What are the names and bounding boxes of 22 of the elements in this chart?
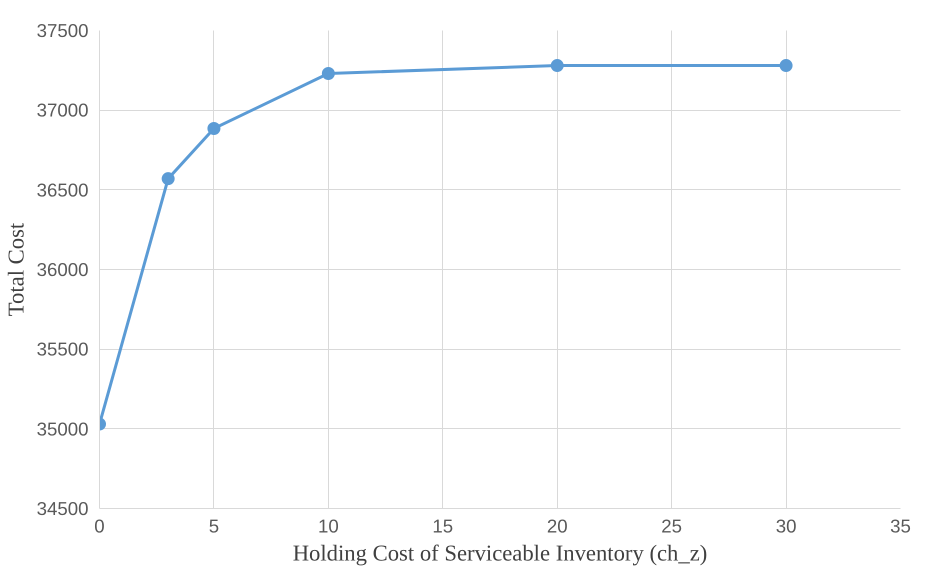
point (207, 122, 220, 135)
x-tick-label: 5 (208, 516, 220, 536)
y-axis-title: Total Cost (4, 222, 29, 316)
x-tick-label: 25 (661, 516, 682, 536)
x-tick-label: 15 (432, 516, 454, 536)
point (162, 172, 175, 186)
y-tick-label: 37000 (36, 100, 89, 121)
x-tick-label: 30 (776, 516, 796, 536)
y-tick-label: 34500 (36, 498, 89, 519)
x-axis-title: Holding Cost of Serviceable Inventory (ch_z) (292, 540, 708, 566)
x-tick-label: 0 (94, 516, 105, 536)
point (550, 59, 564, 72)
y-tick-label: 35000 (36, 418, 89, 440)
y-tick-label: 36500 (36, 179, 89, 200)
y-tick-label: 36000 (36, 259, 89, 280)
x-tick-label: 10 (318, 516, 339, 536)
y-tick-label: 37500 (36, 20, 89, 41)
y-tick-label: 35500 (36, 338, 89, 360)
point (322, 67, 335, 80)
x-tick-label: 20 (546, 516, 568, 536)
point (780, 59, 793, 72)
x-tick-label: 35 (890, 516, 911, 536)
